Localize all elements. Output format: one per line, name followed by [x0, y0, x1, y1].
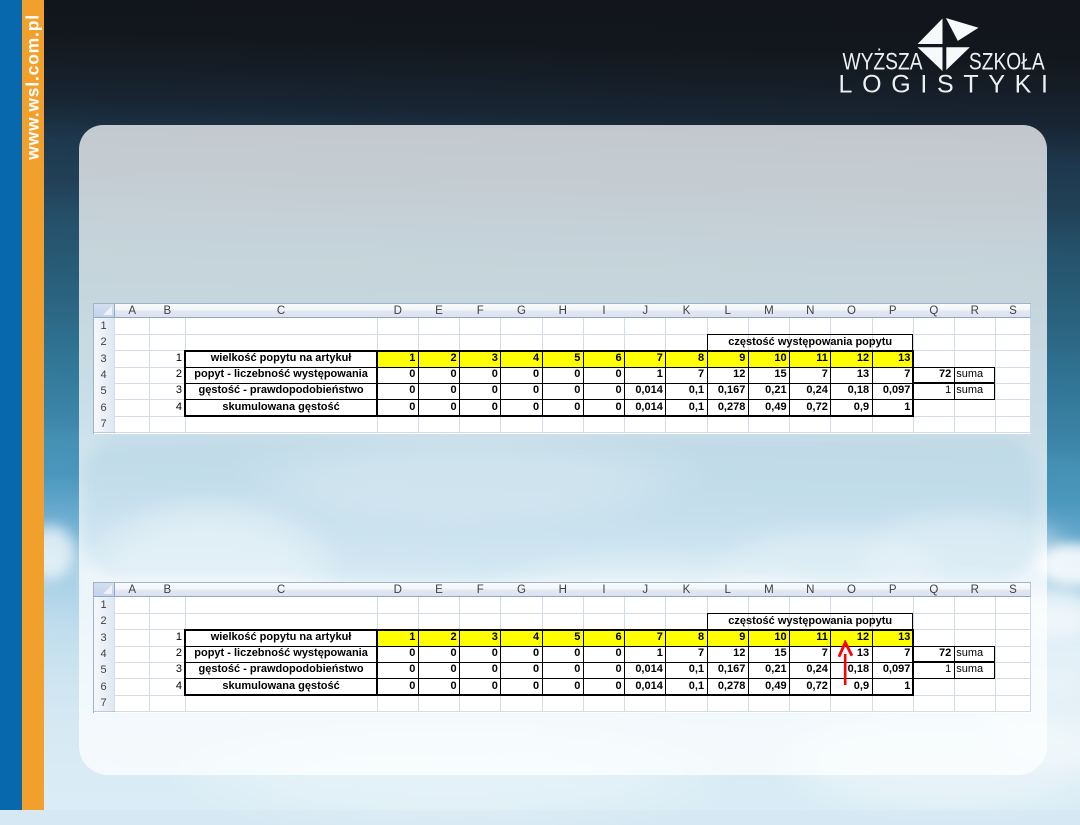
svg-text:SZKOŁA: SZKOŁA [969, 49, 1045, 76]
svg-text:WYŻSZA: WYŻSZA [843, 49, 923, 76]
svg-text:LOGISTYKI: LOGISTYKI [839, 70, 1049, 98]
